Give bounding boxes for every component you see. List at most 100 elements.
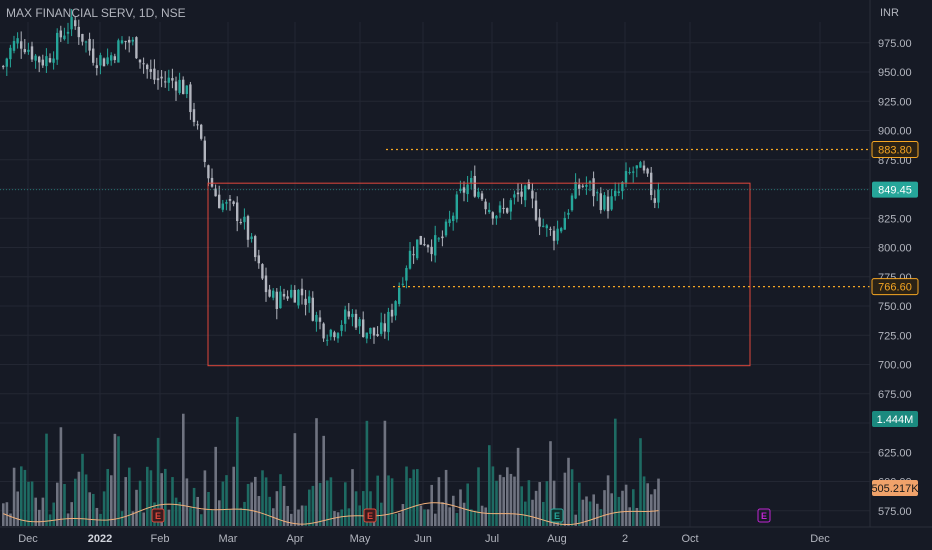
candle-body <box>405 267 408 281</box>
volume-bar <box>257 496 261 526</box>
volume-bar <box>329 477 333 526</box>
candle-body <box>448 219 451 224</box>
volume-bar <box>268 496 271 526</box>
candle-body <box>210 177 214 187</box>
volume-bar <box>246 483 250 526</box>
candle-body <box>167 77 170 83</box>
candle-body <box>416 239 419 259</box>
candle-body <box>509 200 512 212</box>
volume-ma-line <box>3 502 659 526</box>
candle-body <box>153 68 156 80</box>
candle-body <box>246 216 250 240</box>
volume-bar <box>286 505 289 526</box>
volume-bar <box>56 482 59 526</box>
candle-body <box>491 212 494 219</box>
candle-body <box>261 264 264 279</box>
volume-bar <box>642 476 646 526</box>
volume-value-tag: 1.444M <box>877 414 914 426</box>
candle-body <box>308 296 311 304</box>
drawings[interactable] <box>0 148 870 367</box>
volume-bar <box>437 477 441 526</box>
candle-body <box>473 175 476 197</box>
y-tick-label: 750.00 <box>878 301 912 313</box>
volume-ma-value-tag: 505.217K <box>871 483 919 495</box>
earnings-event-icon[interactable] <box>363 508 377 523</box>
earnings-event-label: E <box>155 511 161 521</box>
candle-body <box>56 32 59 60</box>
volume-bar <box>426 509 430 526</box>
volume-bar <box>509 473 513 526</box>
candle-body <box>588 181 592 184</box>
volume-bar <box>412 469 415 526</box>
earnings-event-label: E <box>554 511 560 521</box>
x-tick-label: Jul <box>485 533 499 545</box>
candle-body <box>322 323 325 339</box>
volume-bar <box>131 511 135 526</box>
candles <box>2 9 660 346</box>
candle-body <box>603 195 606 210</box>
candle-body <box>617 191 620 193</box>
x-tick-label: Feb <box>151 533 170 545</box>
volume-bar <box>20 466 23 526</box>
candle-body <box>27 49 30 52</box>
candle-body <box>311 297 314 321</box>
candle-body <box>434 235 437 256</box>
volume-bar <box>232 466 235 526</box>
volume-bar <box>419 505 423 526</box>
level-price-tag: 883.80 <box>878 144 912 156</box>
volume-bar <box>146 466 149 526</box>
x-tick-label: 2022 <box>88 533 112 545</box>
candle-body <box>538 217 541 227</box>
volume-bar <box>167 509 171 526</box>
candle-body <box>354 313 358 328</box>
candle-body <box>441 236 444 239</box>
volume-bar <box>513 476 516 526</box>
earnings-event-label: E <box>367 511 373 521</box>
candle-body <box>426 245 430 248</box>
volume-bar <box>120 511 124 526</box>
candle-body <box>34 55 37 61</box>
candle-body <box>293 289 296 303</box>
earnings-event-icon[interactable] <box>550 508 564 523</box>
candle-body <box>624 171 628 183</box>
range-rectangle[interactable] <box>207 182 751 367</box>
volume-bar <box>362 491 365 526</box>
volume-bar <box>495 480 498 526</box>
candle-body <box>650 172 653 196</box>
level-price-tag-bg <box>871 140 919 158</box>
earnings-event-icon[interactable] <box>151 508 165 523</box>
candle-body <box>113 56 116 61</box>
candle-body <box>524 185 527 201</box>
y-tick-label: 825.00 <box>878 213 912 225</box>
x-tick-label: Jun <box>414 533 432 545</box>
volume-bar <box>160 473 163 526</box>
y-tick-label: 675.00 <box>878 389 912 401</box>
candle-body <box>412 254 415 256</box>
x-tick-label: Dec <box>810 533 830 545</box>
volume-bar <box>603 490 606 526</box>
candle-body <box>74 20 77 27</box>
candle-body <box>502 207 505 209</box>
candle-body <box>41 59 44 66</box>
volume-bars <box>2 413 660 526</box>
volume-bar <box>477 467 480 526</box>
earnings-event-icon[interactable] <box>757 508 771 523</box>
volume-bar <box>592 494 595 526</box>
candle-body <box>196 124 199 126</box>
volume-bar <box>311 485 315 526</box>
volume-bar <box>574 514 577 526</box>
candle-body <box>394 301 397 316</box>
volume-bar <box>599 509 603 526</box>
volume-bar <box>340 509 343 526</box>
candle-body <box>236 202 239 222</box>
candle-body <box>610 196 613 210</box>
volume-bar <box>117 436 120 526</box>
volume-bar <box>84 474 88 526</box>
volume-bar <box>484 507 487 526</box>
volume-bar <box>538 482 541 526</box>
candle-body <box>513 194 516 198</box>
